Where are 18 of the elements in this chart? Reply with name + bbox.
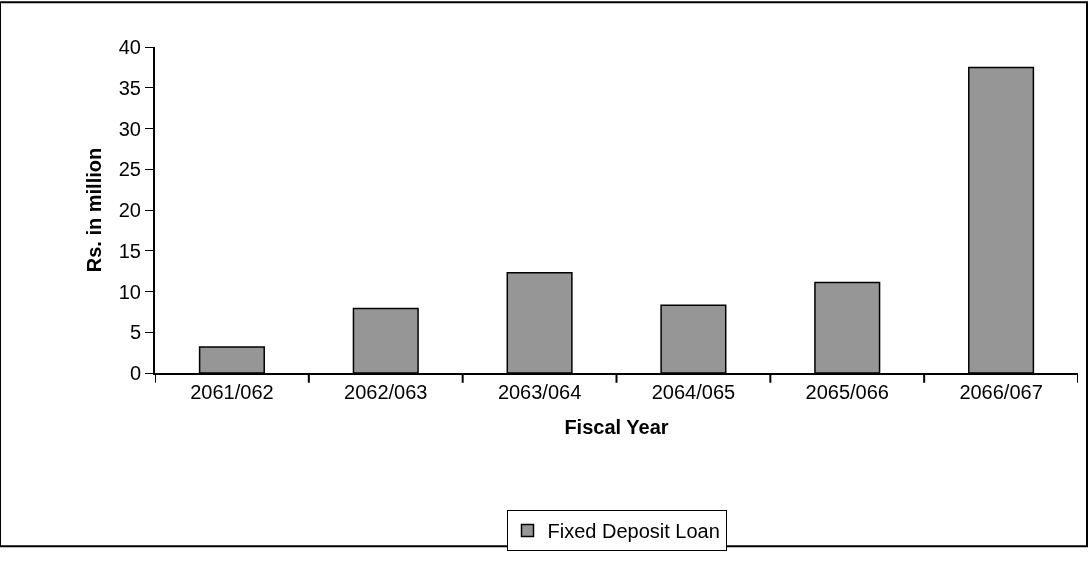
- x-tick-label: 2063/064: [497, 381, 582, 403]
- x-tick-label: 2064/065: [651, 381, 736, 403]
- y-tick-label: 5: [129, 321, 141, 344]
- y-tick-label: 35: [118, 76, 141, 99]
- y-tick-label: 0: [129, 362, 141, 384]
- y-tick-label: 15: [118, 239, 141, 262]
- legend-label: Fixed Deposit Loan: [547, 520, 720, 543]
- y-tick-label: 10: [118, 280, 141, 303]
- y-tick-label: 40: [118, 36, 141, 58]
- x-tick-label: 2065/066: [805, 381, 889, 403]
- y-tick-label: 25: [118, 158, 141, 181]
- x-tick-label: 2066/067: [959, 381, 1043, 403]
- x-axis-title: Fiscal Year: [564, 416, 669, 438]
- y-axis-title: Rs. in million: [82, 147, 105, 273]
- x-tick-label: 2062/063: [344, 381, 428, 403]
- y-tick-label: 20: [118, 199, 141, 221]
- x-tick-label: 2061/062: [190, 381, 274, 403]
- y-tick-label: 30: [118, 117, 141, 140]
